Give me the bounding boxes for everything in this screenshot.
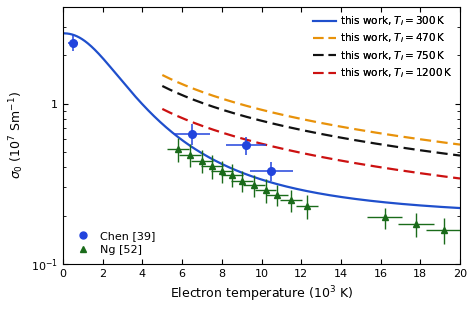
this work, $T_i = 300\,\mathrm{K}$ [85,42,91,46]
this work, $T_i = 470\,\mathrm{K}$ [346,126,352,130]
this work, $T_i = 750\,\mathrm{K}$ [457,154,463,157]
this work, $T_i = 300\,\mathrm{K}$ [402,202,408,206]
this work, $T_i = 300\,\mathrm{K}$ [362,198,367,202]
Legend: this work, $T_i = 300\,\mathrm{K}$, this work, $T_i = 470\,\mathrm{K}$, this wor: this work, $T_i = 300\,\mathrm{K}$, this… [311,12,455,82]
this work, $T_i = 300\,\mathrm{K}$ [301,189,307,193]
Y-axis label: $\sigma_0$ ($10^7$ Sm$^{-1}$): $\sigma_0$ ($10^7$ Sm$^{-1}$) [7,91,26,179]
this work, $T_i = 300\,\mathrm{K}$ [457,206,463,210]
Line: this work, $T_i = 750\,\mathrm{K}$: this work, $T_i = 750\,\mathrm{K}$ [162,86,460,156]
this work, $T_i = 300\,\mathrm{K}$ [313,191,319,195]
this work, $T_i = 1200\,\mathrm{K}$ [256,141,262,145]
this work, $T_i = 750\,\mathrm{K}$ [159,84,165,88]
this work, $T_i = 750\,\mathrm{K}$ [256,118,262,122]
this work, $T_i = 470\,\mathrm{K}$ [376,131,382,135]
this work, $T_i = 1200\,\mathrm{K}$ [277,146,283,150]
Line: this work, $T_i = 470\,\mathrm{K}$: this work, $T_i = 470\,\mathrm{K}$ [162,75,460,145]
this work, $T_i = 300\,\mathrm{K}$ [291,186,297,190]
this work, $T_i = 1200\,\mathrm{K}$ [457,177,463,180]
this work, $T_i = 1200\,\mathrm{K}$ [376,165,382,169]
X-axis label: Electron temperature ($10^3$ K): Electron temperature ($10^3$ K) [170,285,353,304]
this work, $T_i = 470\,\mathrm{K}$ [374,131,380,135]
this work, $T_i = 750\,\mathrm{K}$ [374,142,380,146]
this work, $T_i = 470\,\mathrm{K}$ [277,112,283,116]
this work, $T_i = 750\,\mathrm{K}$ [195,100,201,103]
this work, $T_i = 470\,\mathrm{K}$ [256,107,262,111]
this work, $T_i = 750\,\mathrm{K}$ [277,123,283,127]
this work, $T_i = 470\,\mathrm{K}$ [457,143,463,146]
this work, $T_i = 300\,\mathrm{K}$ [61,31,67,35]
this work, $T_i = 750\,\mathrm{K}$ [376,142,382,146]
this work, $T_i = 750\,\mathrm{K}$ [346,137,352,141]
this work, $T_i = 470\,\mathrm{K}$ [159,73,165,77]
this work, $T_i = 1200\,\mathrm{K}$ [374,165,380,169]
this work, $T_i = 1200\,\mathrm{K}$ [195,123,201,126]
this work, $T_i = 1200\,\mathrm{K}$ [346,160,352,164]
Line: this work, $T_i = 1200\,\mathrm{K}$: this work, $T_i = 1200\,\mathrm{K}$ [162,109,460,179]
this work, $T_i = 470\,\mathrm{K}$ [195,89,201,92]
Line: this work, $T_i = 300\,\mathrm{K}$: this work, $T_i = 300\,\mathrm{K}$ [64,33,460,208]
this work, $T_i = 1200\,\mathrm{K}$ [159,107,165,111]
